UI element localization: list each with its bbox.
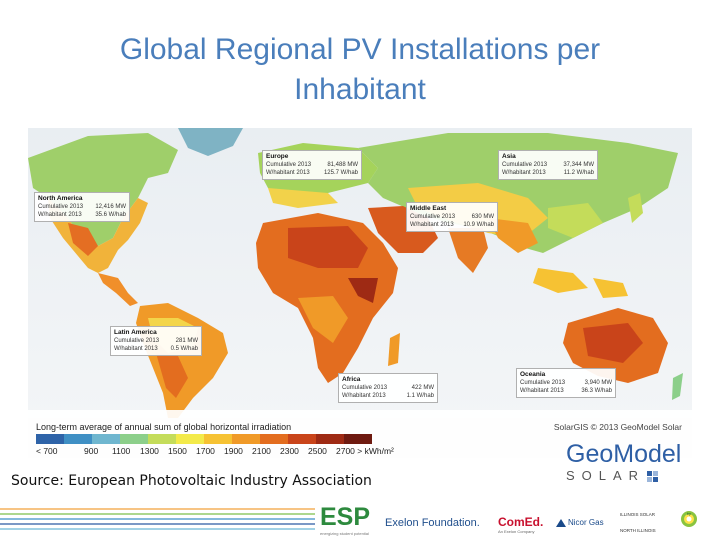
region-box-north-america: North America Cumulative 2013 12,416 MW W… <box>34 192 130 222</box>
legend-swatch <box>204 434 232 444</box>
legend-color-scale <box>36 434 372 444</box>
cumulative-label: Cumulative 2013 <box>410 214 456 220</box>
legend-label: 1100 <box>112 446 131 456</box>
perhab-value: 35.6 W/hab <box>95 212 126 218</box>
perhab-label: W/habitant 2013 <box>502 170 546 176</box>
region-name: Europe <box>266 153 289 160</box>
legend-label: 2300 <box>280 446 299 456</box>
legend-swatch <box>288 434 316 444</box>
comed-logo: ComEd. An Exelon Company <box>498 515 543 534</box>
legend-swatch <box>148 434 176 444</box>
perhab-value: 36.3 W/hab <box>581 388 612 394</box>
legend-swatch <box>92 434 120 444</box>
geomodel-solar-text: SOLAR <box>566 468 646 483</box>
cumulative-value: 281 MW <box>175 338 198 344</box>
cumulative-value: 81,488 MW <box>327 162 358 168</box>
bp-text: bp <box>687 511 692 516</box>
nicor-gas-logo: Nicor Gas <box>556 518 604 527</box>
legend-label: 2700 > kWh/m² <box>336 446 394 456</box>
legend-swatch <box>64 434 92 444</box>
legend-swatch <box>120 434 148 444</box>
footer-stripes <box>0 508 315 530</box>
cumulative-value: 630 MW <box>471 214 494 220</box>
legend-label: 2100 <box>252 446 271 456</box>
region-name: Africa <box>342 376 361 383</box>
perhab-value: 11.2 W/hab <box>563 170 594 176</box>
legend-label: 1900 <box>224 446 243 456</box>
cumulative-value: 12,416 MW <box>95 204 126 210</box>
source-citation: Source: European Photovoltaic Industry A… <box>9 473 374 489</box>
region-box-asia: Asia Cumulative 2013 37,344 MW W/habitant… <box>498 150 598 180</box>
region-box-africa: Africa Cumulative 2013 422 MW W/habitant … <box>338 373 438 403</box>
nicor-flame-icon <box>556 518 566 527</box>
perhab-label: W/habitant 2013 <box>114 346 158 352</box>
cumulative-label: Cumulative 2013 <box>266 162 312 168</box>
perhab-value: 10.9 W/hab <box>463 222 494 228</box>
legend-label: 1700 <box>196 446 215 456</box>
perhab-label: W/habitant 2013 <box>266 170 310 176</box>
legend-label: 1300 <box>140 446 159 456</box>
perhab-label: W/habitant 2013 <box>342 393 386 399</box>
cumulative-label: Cumulative 2013 <box>38 204 84 210</box>
region-name: North America <box>38 195 83 202</box>
exelon-foundation-logo: Exelon Foundation. <box>385 517 480 529</box>
slide-title-line1: Global Regional PV Installations per <box>119 33 601 66</box>
legend-swatch <box>176 434 204 444</box>
esp-tagline: energizing student potential <box>320 531 369 536</box>
cumulative-value: 37,344 MW <box>563 162 594 168</box>
region-box-middle-east: Middle East Cumulative 2013 630 MW W/habi… <box>406 202 498 232</box>
legend-label: 1500 <box>168 446 187 456</box>
nicor-name: Nicor Gas <box>568 518 604 527</box>
partner-logo-1: ILLINOIS SOLAR <box>620 512 656 517</box>
region-name: Asia <box>502 153 516 160</box>
region-name: Oceania <box>520 371 546 378</box>
slide-title: Global Regional PV Installations per Inh… <box>40 30 680 110</box>
region-name: Latin America <box>114 329 157 336</box>
legend-swatch <box>36 434 64 444</box>
north-america-south <box>48 198 148 273</box>
perhab-label: W/habitant 2013 <box>38 212 82 218</box>
comed-name: ComEd. <box>498 515 544 529</box>
region-box-europe: Europe Cumulative 2013 81,488 MW W/habita… <box>262 150 362 180</box>
perhab-label: W/habitant 2013 <box>410 222 454 228</box>
north-america-north <box>28 133 178 246</box>
greenland <box>178 128 243 156</box>
bp-helios-icon: bp <box>681 511 697 527</box>
region-box-latin-america: Latin America Cumulative 2013 281 MW W/ha… <box>110 326 202 356</box>
cumulative-label: Cumulative 2013 <box>502 162 548 168</box>
perhab-value: 125.7 W/hab <box>323 170 358 176</box>
map-copyright: SolarGIS © 2013 GeoModel Solar <box>553 422 682 432</box>
esp-logo: ESP <box>320 503 371 531</box>
perhab-label: W/habitant 2013 <box>520 388 564 394</box>
legend-swatch <box>232 434 260 444</box>
legend-label: 2500 <box>308 446 327 456</box>
central-america <box>98 273 138 306</box>
legend-swatch <box>260 434 288 444</box>
geomodel-name: GeoModel <box>566 440 682 468</box>
geomodel-solar-logo: GeoModel SOLAR <box>566 440 696 490</box>
geomodel-solar-row: SOLAR <box>566 468 696 484</box>
comed-sub: An Exelon Company <box>498 529 535 534</box>
legend-swatch <box>344 434 372 444</box>
legend-label: < 700 <box>36 446 58 456</box>
legend-labels: < 700 900 1100 1300 1500 1700 1900 2100 2300 2500… <box>36 446 496 458</box>
cumulative-value: 422 MW <box>411 385 434 391</box>
partner-logo-2: NORTH ILLINOIS <box>620 528 656 533</box>
region-box-oceania: Oceania Cumulative 2013 3,940 MW W/habita… <box>516 368 616 398</box>
world-irradiation-map: North America Cumulative 2013 12,416 MW W… <box>28 128 692 458</box>
legend-title: Long-term average of annual sum of globa… <box>36 422 292 432</box>
legend-label: 900 <box>84 446 99 456</box>
cumulative-label: Cumulative 2013 <box>114 338 160 344</box>
perhab-value: 0.5 W/hab <box>170 346 198 352</box>
cumulative-value: 3,940 MW <box>584 380 612 386</box>
perhab-value: 1.1 W/hab <box>406 393 434 399</box>
cumulative-label: Cumulative 2013 <box>520 380 566 386</box>
geomodel-squares-icon <box>647 470 659 482</box>
cumulative-label: Cumulative 2013 <box>342 385 388 391</box>
region-name: Middle East <box>410 205 447 212</box>
legend-swatch <box>316 434 344 444</box>
slide-title-line2: Inhabitant <box>294 73 426 106</box>
